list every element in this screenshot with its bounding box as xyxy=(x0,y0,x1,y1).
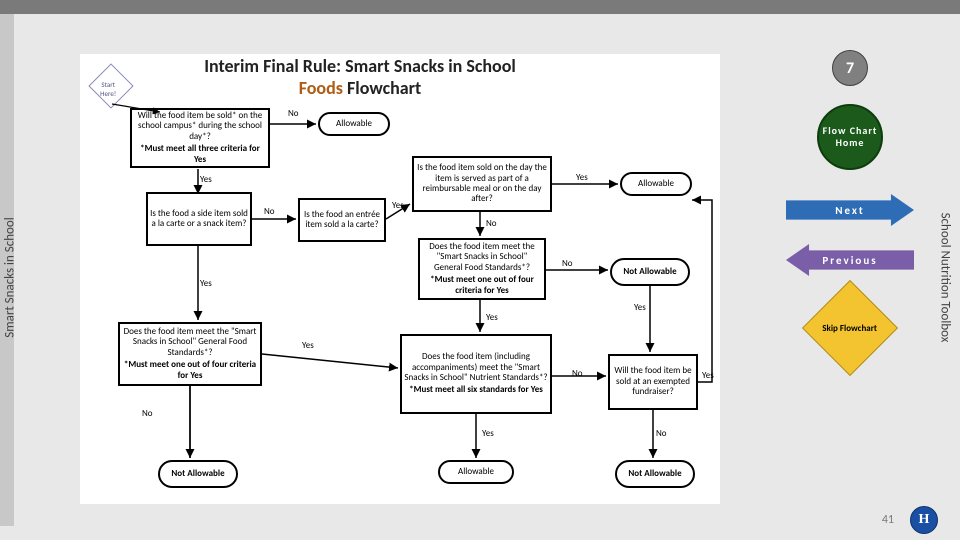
not-allowable-1-text: Not Allowable xyxy=(623,267,676,277)
left-vertical-label: Smart Snacks in School xyxy=(3,178,18,378)
lbl-yes-6: Yes xyxy=(486,312,498,323)
top-bar xyxy=(0,0,960,14)
lbl-no-7: No xyxy=(656,428,667,439)
lbl-no-5: No xyxy=(572,368,583,379)
lbl-yes-7: Yes xyxy=(302,340,314,351)
q1-text: Will the food item be sold* on the schoo… xyxy=(134,111,266,142)
skip-label: Skip Flowchart xyxy=(820,323,880,334)
footer: 41 H xyxy=(882,506,938,534)
slide-number: 41 xyxy=(882,513,894,527)
previous-button[interactable]: Previous xyxy=(786,244,914,276)
not-allowable-2: Not Allowable xyxy=(158,460,238,488)
home-icon-label: H xyxy=(919,512,930,528)
skip-flowchart-button[interactable]: Skip Flowchart xyxy=(802,280,898,376)
lbl-no-3: No xyxy=(486,218,497,229)
lbl-no-6: No xyxy=(142,408,153,419)
q-gen-center-node: Does the food item meet the "Smart Snack… xyxy=(418,238,546,300)
nav-panel: 7 Flow Chart Home Next Previous Skip Flo… xyxy=(780,50,920,362)
home-icon[interactable]: H xyxy=(910,506,938,534)
flow-chart-home-label: Flow Chart Home xyxy=(819,125,881,149)
q-nutr-node: Does the food item (including accompanim… xyxy=(400,334,552,414)
not-allowable-2-text: Not Allowable xyxy=(171,469,224,479)
previous-label: Previous xyxy=(822,254,877,267)
lbl-yes-2: Yes xyxy=(392,200,404,211)
q-fund-node: Will the food item be sold at an exempte… xyxy=(608,354,698,410)
q-nutr-note: *Must meet all six standards for Yes xyxy=(409,385,543,395)
q1-note: *Must meet all three criteria for Yes xyxy=(134,144,266,165)
lbl-yes-5: Yes xyxy=(200,278,212,289)
not-allowable-3: Not Allowable xyxy=(615,460,695,488)
start-label: Start Here! xyxy=(93,80,123,98)
q-gen-center-text: Does the food item meet the "Smart Snack… xyxy=(422,242,542,273)
lbl-yes-8: Yes xyxy=(482,428,494,439)
q-nutr-text: Does the food item (including accompanim… xyxy=(404,352,548,383)
lbl-yes-3: Yes xyxy=(576,172,588,183)
q-fund-text: Will the food item be sold at an exempte… xyxy=(612,366,694,397)
flow-chart-home-button[interactable]: Flow Chart Home xyxy=(817,104,883,170)
q3-text: Is the food an entrée item sold a la car… xyxy=(302,210,382,231)
title-foods: Foods xyxy=(299,77,343,99)
right-vertical-label: School Nutrition Toolbox xyxy=(938,178,953,378)
not-allowable-1: Not Allowable xyxy=(610,258,690,286)
lbl-no-1: No xyxy=(288,108,299,119)
q1-node: Will the food item be sold* on the schoo… xyxy=(130,108,270,168)
q3-node: Is the food an entrée item sold a la car… xyxy=(298,198,386,242)
q-gen-bottom-node: Does the food item meet the "Smart Snack… xyxy=(118,322,262,386)
q2-text: Is the food a side item sold a la carte … xyxy=(150,209,248,230)
next-button[interactable]: Next xyxy=(786,194,914,226)
title-prefix: Interim Final Rule: Smart Snacks in Scho… xyxy=(204,55,516,77)
title-suffix: Flowchart xyxy=(343,77,421,99)
q2-node: Is the food a side item sold a la carte … xyxy=(146,192,252,246)
allowable-2: Allowable xyxy=(620,172,692,196)
lbl-no-4: No xyxy=(562,258,573,269)
next-label: Next xyxy=(835,204,864,217)
lbl-yes-4: Yes xyxy=(634,302,646,313)
flowchart-title: Interim Final Rule: Smart Snacks in Scho… xyxy=(130,55,590,99)
not-allowable-3-text: Not Allowable xyxy=(628,469,681,479)
page-number-circle: 7 xyxy=(832,50,868,86)
allowable-3: Allowable xyxy=(438,460,514,484)
allowable-1: Allowable xyxy=(318,112,390,136)
lbl-yes-1: Yes xyxy=(200,174,212,185)
q-gen-bottom-text: Does the food item meet the "Smart Snack… xyxy=(122,327,258,358)
q-gen-center-note: *Must meet one out of four criteria for … xyxy=(422,275,542,296)
lbl-yes-9: Yes xyxy=(702,370,714,381)
q-meal-node: Is the food item sold on the day the ite… xyxy=(412,156,552,212)
q-gen-bottom-note: *Must meet one out of four criteria for … xyxy=(122,360,258,381)
lbl-no-2: No xyxy=(264,206,275,217)
q-meal-text: Is the food item sold on the day the ite… xyxy=(416,163,548,204)
